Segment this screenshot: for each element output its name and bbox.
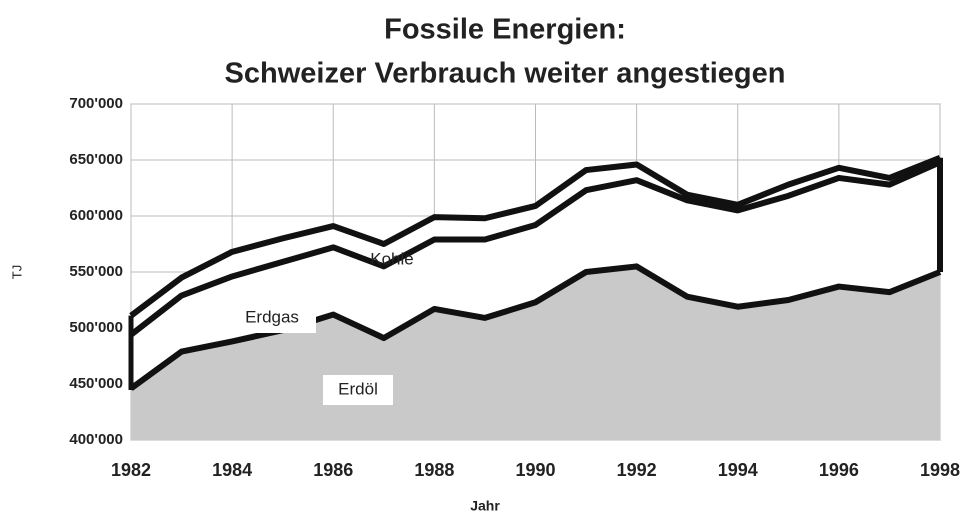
chart-title: Fossile Energien: bbox=[384, 14, 626, 46]
x-tick-label: 1982 bbox=[111, 460, 151, 480]
series-line bbox=[129, 159, 942, 338]
area bbox=[131, 162, 940, 389]
x-tick-label: 1992 bbox=[617, 460, 657, 480]
y-tick-label: 700'000 bbox=[69, 95, 123, 112]
x-tick-label: 1988 bbox=[414, 460, 454, 480]
x-tick-label: 1986 bbox=[313, 460, 353, 480]
y-axis-label: TJ bbox=[9, 265, 24, 279]
x-tick-label: 1984 bbox=[212, 460, 252, 480]
x-tick-label: 1996 bbox=[819, 460, 859, 480]
x-axis-label: Jahr bbox=[470, 498, 500, 514]
label-box bbox=[228, 303, 316, 333]
y-tick-label: 450'000 bbox=[69, 375, 123, 392]
y-tick-label: 600'000 bbox=[69, 207, 123, 224]
x-tick-label: 1998 bbox=[920, 460, 960, 480]
area bbox=[131, 157, 940, 335]
label-box bbox=[323, 375, 393, 405]
series-label: Erdgas bbox=[245, 307, 299, 326]
y-tick-label: 650'000 bbox=[69, 151, 123, 168]
y-tick-label: 400'000 bbox=[69, 431, 123, 448]
series-line bbox=[129, 263, 942, 391]
series-line bbox=[129, 154, 942, 319]
y-tick-label: 550'000 bbox=[69, 263, 123, 280]
series-label: Erdöl bbox=[338, 379, 378, 398]
chart-title: Schweizer Verbrauch weiter angestiegen bbox=[225, 58, 786, 90]
y-tick-label: 500'000 bbox=[69, 319, 123, 336]
x-tick-label: 1994 bbox=[718, 460, 758, 480]
series-label: Kohle bbox=[370, 249, 413, 268]
x-tick-label: 1990 bbox=[515, 460, 555, 480]
